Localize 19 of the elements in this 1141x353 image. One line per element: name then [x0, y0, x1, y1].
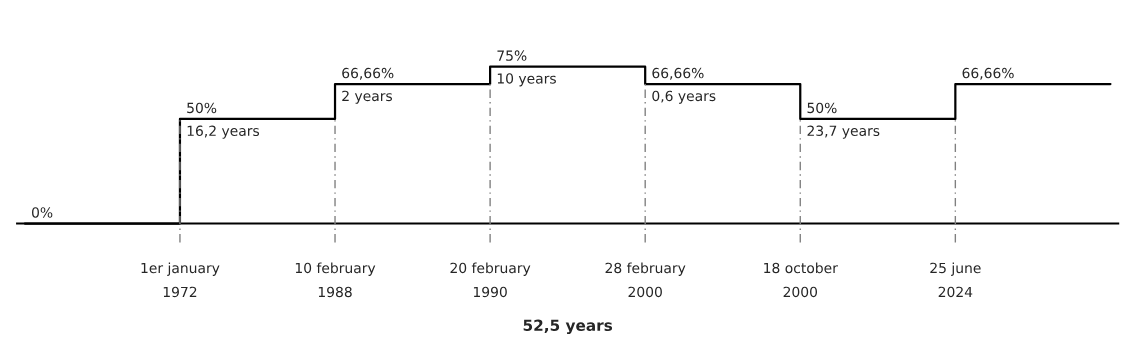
data-label: 66,66% [342, 67, 394, 80]
data-label: 50% [187, 102, 217, 114]
annotation: 10 years [497, 73, 556, 87]
annotation: 16,2 years [187, 125, 260, 139]
x-tick-label: 1er january 1972 [141, 262, 220, 298]
data-label: 0% [31, 207, 53, 218]
x-tick-label: 25 june 2024 [930, 262, 981, 298]
annotation: 0,6 years [652, 90, 716, 104]
x-tick-label: 10 february 1988 [295, 262, 376, 298]
data-label: 66,66% [652, 67, 704, 80]
x-tick-label: 28 february 2000 [605, 262, 686, 298]
data-label: 75% [497, 50, 527, 61]
x-axis-title: 52,5 years [523, 319, 613, 335]
annotation: 2 years [342, 90, 393, 104]
annotation: 23,7 years [807, 125, 880, 139]
data-label: 66,66% [962, 67, 1014, 80]
x-tick-label: 18 october 2000 [764, 262, 838, 298]
x-tick-label: 20 february 1990 [450, 262, 531, 298]
data-label: 50% [807, 102, 837, 114]
